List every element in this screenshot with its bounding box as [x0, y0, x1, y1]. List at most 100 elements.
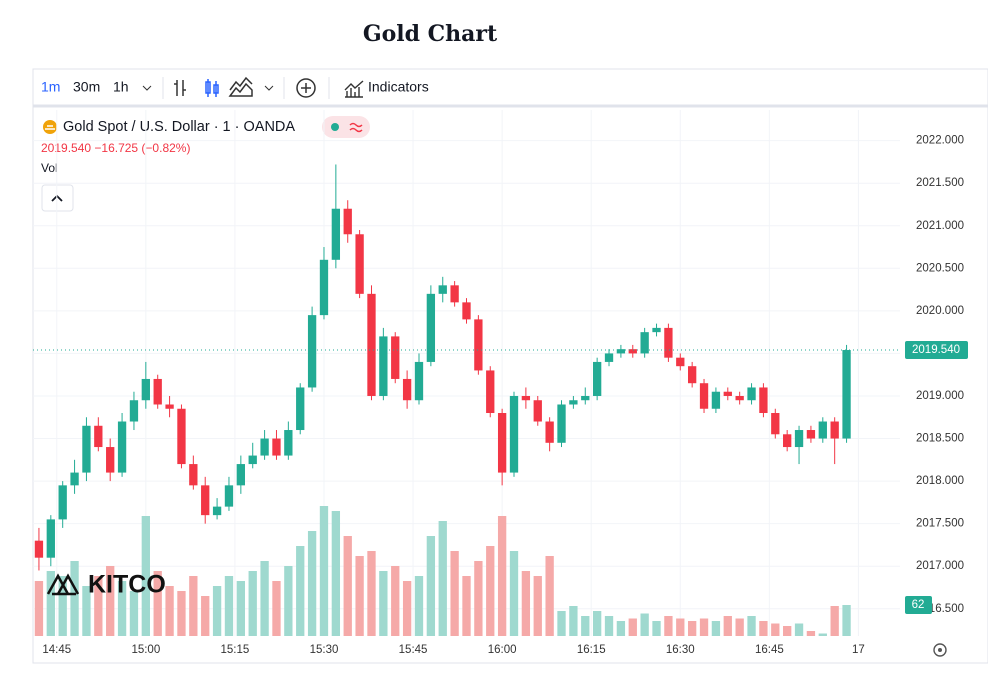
- candle-body: [94, 425, 103, 448]
- volume-bar: [711, 621, 721, 636]
- candle-body: [307, 315, 317, 388]
- candle-body: [438, 285, 447, 294]
- candle-body: [248, 455, 257, 465]
- volume-bar: [509, 551, 519, 636]
- candle-body: [783, 434, 792, 448]
- volume-bar: [367, 551, 376, 636]
- candle-body: [296, 387, 305, 431]
- collapse-button[interactable]: [41, 184, 74, 212]
- volume-bar: [58, 576, 67, 636]
- chart-frame: [32, 68, 988, 664]
- x-tick-label: 17: [852, 644, 865, 656]
- interval-button[interactable]: 1m: [41, 79, 60, 95]
- candle-body: [379, 336, 388, 396]
- candle-body: [414, 361, 424, 401]
- bar-style-icon[interactable]: [174, 80, 186, 96]
- candle-body: [664, 327, 673, 358]
- y-tick-label: 2019.000: [916, 390, 964, 402]
- volume-bar: [272, 581, 281, 636]
- interval-button[interactable]: 30m: [73, 79, 100, 95]
- indicators-button[interactable]: Indicators: [368, 79, 429, 95]
- candle-body: [46, 519, 55, 558]
- candle-body: [616, 349, 626, 354]
- volume-bar: [557, 611, 566, 636]
- candle-body: [201, 485, 210, 516]
- delayed-icon: [349, 122, 363, 133]
- candle-body: [189, 464, 198, 486]
- volume-bar: [236, 581, 245, 636]
- page-title: Gold Chart: [363, 21, 498, 47]
- volume-bar: [462, 576, 471, 636]
- candle-body: [604, 353, 614, 362]
- interval-button[interactable]: 1h: [113, 79, 129, 95]
- candle-body: [153, 378, 162, 405]
- symbol-title: Gold Spot / U.S. Dollar · 1 · OANDA: [63, 119, 295, 135]
- candle-body: [592, 361, 602, 396]
- x-tick-label: 16:00: [488, 644, 517, 656]
- volume-bar: [355, 556, 364, 636]
- last-price-label: 2019.540: [912, 344, 960, 356]
- volume-bar: [699, 618, 709, 636]
- volume-bar: [402, 581, 412, 636]
- volume-bar: [153, 571, 162, 636]
- compare-button[interactable]: [296, 78, 316, 98]
- volume-bar: [569, 606, 578, 636]
- area-style-icon[interactable]: [228, 76, 253, 97]
- volume-label: Vol: [41, 161, 58, 175]
- volume-bar: [284, 566, 293, 636]
- candle-body: [212, 506, 222, 516]
- indicators-icon[interactable]: [344, 80, 364, 98]
- settings-dot: [938, 648, 942, 652]
- x-tick-label: 15:00: [131, 644, 160, 656]
- watermark: KITCO: [88, 571, 166, 599]
- volume-bar: [141, 516, 150, 636]
- status-badges: [322, 116, 370, 138]
- candle-body: [794, 430, 804, 448]
- volume-value-label: 62: [912, 599, 925, 611]
- candle-body: [426, 293, 436, 362]
- volume-bar: [70, 561, 79, 636]
- x-tick-label: 15:45: [399, 644, 428, 656]
- candle-body: [771, 413, 780, 435]
- candle-body: [34, 540, 44, 558]
- candle-body: [272, 438, 281, 456]
- style-dropdown[interactable]: [264, 85, 274, 91]
- volume-bar: [806, 631, 816, 636]
- volume-bar: [414, 576, 424, 636]
- symbol-icon: [43, 120, 57, 134]
- candle-style-icon[interactable]: [205, 79, 219, 97]
- interval-dropdown[interactable]: [142, 85, 152, 91]
- candle-body: [818, 421, 827, 439]
- x-tick-label: 16:45: [755, 644, 784, 656]
- candle-body: [652, 327, 661, 333]
- volume-bar: [830, 606, 839, 636]
- volume-bar: [379, 571, 388, 636]
- candle-body: [486, 370, 495, 414]
- candle-body: [82, 425, 91, 473]
- volume-bar: [723, 616, 732, 636]
- candle-body: [830, 421, 839, 439]
- volume-bar: [343, 536, 352, 636]
- candle-body: [224, 485, 234, 507]
- candle-body: [533, 400, 542, 422]
- last-price-badge: [905, 341, 968, 360]
- candle-body: [260, 438, 269, 456]
- candle-body: [497, 413, 507, 473]
- volume-bar: [426, 536, 436, 636]
- candle-body: [806, 430, 816, 439]
- y-tick-label: 2020.000: [916, 305, 964, 317]
- candle-body: [462, 302, 471, 320]
- volume-bar: [438, 521, 447, 636]
- x-tick-label: 15:30: [310, 644, 339, 656]
- watermark-logo: [46, 573, 80, 596]
- settings-button[interactable]: [933, 643, 947, 657]
- y-tick-label: 2021.000: [916, 220, 964, 232]
- volume-bar: [248, 571, 257, 636]
- candle-body: [58, 485, 67, 520]
- candle-body: [569, 400, 578, 405]
- volume-bar: [296, 546, 305, 636]
- volume-bar: [319, 506, 329, 636]
- x-tick-label: 14:45: [42, 644, 71, 656]
- volume-bar: [224, 576, 234, 636]
